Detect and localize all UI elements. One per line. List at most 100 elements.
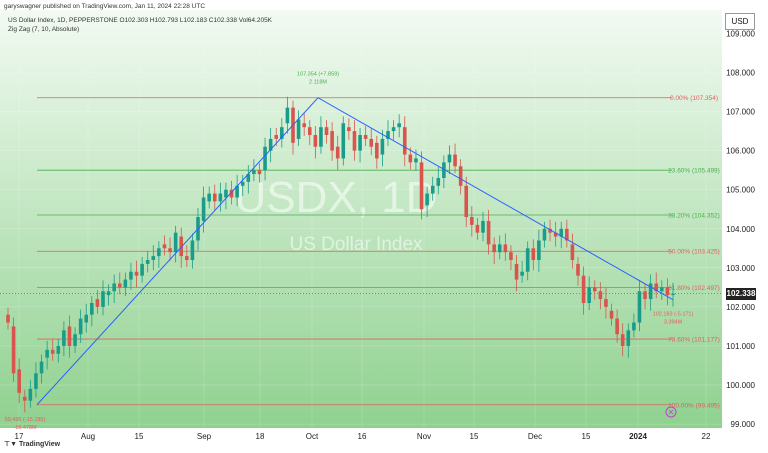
y-tick-label: 103.000 [726,264,755,273]
candle-body [185,256,189,261]
candle [218,182,223,212]
candle-body [531,248,536,261]
candle-body [6,314,10,323]
currency-button[interactable]: USD [725,13,755,30]
candle-body [168,248,172,253]
candle [425,186,429,218]
candle-body [537,240,541,261]
symbol-legend[interactable]: US Dollar Index, 1D, PEPPERSTONE O102.30… [8,17,273,24]
candle [553,221,558,247]
fib-label: 23.60% (105.499) [668,168,720,175]
fib-label: 100.00% (99.495) [668,402,720,409]
candle-body [436,177,441,186]
candle [50,338,55,361]
candle [419,151,424,220]
candle [486,210,491,255]
candle [632,313,636,338]
tradingview-logo: ⊤▼ TradingView [4,440,60,448]
watermark-symbol: USDX, 1D [235,173,438,222]
candle [56,338,61,363]
candle-body [162,244,167,249]
candle-body [503,244,508,253]
candle [648,274,653,311]
candle [285,96,290,134]
time-axis-panel[interactable] [0,428,768,453]
zigzag-pivot-volume: 3.394M [664,320,683,326]
candle-body [352,131,357,151]
candle [643,284,647,310]
candle [117,272,122,295]
plot-area[interactable] [0,10,722,428]
candle [90,295,94,327]
candle [106,284,111,306]
candle [280,118,284,148]
candle-body [307,127,312,136]
candle [207,186,211,209]
indicator-legend[interactable]: Zig Zag (7, 10, Absolute) [8,26,80,33]
candle [503,233,508,261]
candle-body [252,170,256,175]
candle [84,303,89,333]
candle [257,163,262,183]
candle-body [408,154,413,163]
candle [470,206,474,237]
candle [263,137,267,181]
fibonacci-levels: 0.00% (107.354) 23.60% (105.499) 38.20% (1… [37,95,720,409]
candle-body [173,232,178,253]
candle [671,282,675,307]
watermark-name: US Dollar Index [289,234,423,255]
candle-body [134,271,139,276]
brand-name: TradingView [18,441,61,448]
candle [525,241,530,281]
candle [62,321,66,357]
candle-body [330,131,334,151]
y-tick-label: 108.000 [726,69,755,78]
price-axis-panel[interactable] [722,10,768,428]
candle-body [637,291,642,323]
candle-body [375,142,379,159]
candle-body [648,283,653,300]
candle [665,278,670,306]
candle-body [341,123,346,159]
candle [335,135,340,171]
candle [475,217,480,240]
candle-body [268,138,273,151]
candle-body [470,217,474,225]
x-tick-label: Nov [417,432,431,441]
fib-label: 50.00% (103.425) [668,249,720,256]
candle-body [28,388,33,401]
publish-info: garyswagner published on TradingView.com… [4,3,206,10]
zigzag-indicator: 99.495 (-15.185) -19.478M 107.354 (+7.859)… [5,72,694,431]
candle [302,112,306,136]
candle [313,126,318,159]
candle-body [84,314,89,323]
candle [380,129,385,167]
candle-body [67,326,72,346]
candle [458,159,463,195]
candle [402,116,407,167]
candle-body [101,291,105,307]
candle [45,340,49,370]
candle-body [520,271,524,276]
candle [604,288,608,319]
candle [620,323,625,357]
candle-body [224,189,228,198]
candle [151,245,156,271]
candle-body [190,240,195,261]
candle [637,280,642,332]
price-axis: 99.000 100.000 101.000 102.000 103.000 104.00… [726,29,755,429]
candle-body [643,291,647,300]
candle [39,354,44,384]
candle-body [34,373,38,389]
zigzag-line [36,97,674,406]
candle-body [280,127,284,139]
x-tick-label: 18 [256,432,265,441]
alert-icon[interactable] [665,406,677,418]
candle-body [335,146,340,159]
candle [324,120,329,144]
candle-body [509,252,513,261]
candle-body [654,283,659,292]
candle [224,182,228,210]
y-tick-label: 107.000 [726,108,755,117]
